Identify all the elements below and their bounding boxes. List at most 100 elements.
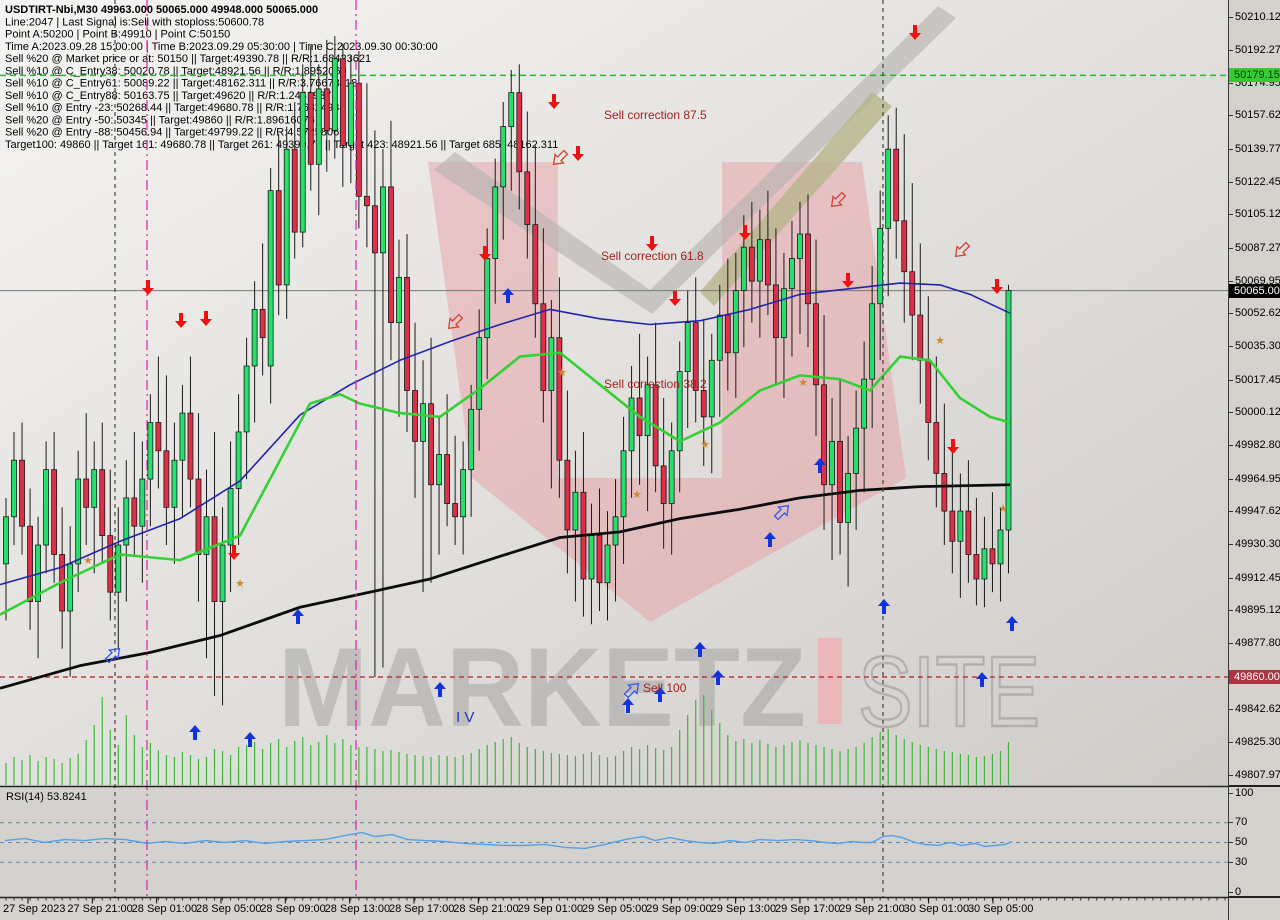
buy-arrow-icon [189, 725, 201, 740]
time-axis-label: 27 Sep 2023 [3, 903, 65, 915]
price-axis-label: 50210.125 [1229, 11, 1280, 24]
time-axis-label: 29 Sep 13:00 [711, 903, 776, 915]
price-axis-label: 49877.800 [1229, 637, 1280, 650]
moving-averages [0, 282, 1011, 690]
hollow-buy-arrow-icon [773, 504, 790, 521]
sell-arrow-icon [646, 236, 658, 251]
sell-arrow-icon [739, 225, 751, 240]
star-icon: ★ [83, 555, 93, 567]
hollow-sell-arrow-icon [830, 191, 847, 208]
rsi-pane: RSI(14) 53.8241 [0, 791, 1228, 863]
rsi-scale-label: 100 [1228, 786, 1254, 799]
hollow-sell-arrow-icon [447, 313, 464, 330]
sell-arrow-icon [142, 280, 154, 295]
price-level-box: 50065.000 [1229, 283, 1280, 298]
buy-arrow-icon [502, 288, 514, 303]
time-axis-label: 28 Sep 09:00 [260, 903, 325, 915]
horizontal-ref-lines [0, 74, 1228, 678]
buy-arrow-icon [292, 609, 304, 624]
signal-markers: ★ ★ ★ ★ ★ ★ ★ ★ [83, 25, 1018, 747]
price-axis-label: 50035.300 [1229, 340, 1280, 353]
time-axis-label: 30 Sep 05:00 [968, 903, 1033, 915]
price-axis-label: 50000.125 [1229, 406, 1280, 419]
sell-arrow-icon [947, 439, 959, 454]
rsi-scale-label: 50 [1228, 836, 1248, 848]
brand-watermark: MARKETZ SITE [278, 625, 1041, 750]
watermark-right-text: SITE [858, 636, 1040, 748]
price-axis-label: 49930.300 [1229, 538, 1280, 551]
buy-arrow-icon [244, 732, 256, 747]
svg-text:Point A:50200 | Point B:49910: Point A:50200 | Point B:49910 | Point C:… [5, 29, 230, 41]
time-axis-label: 30 Sep 01:00 [904, 903, 969, 915]
buy-arrow-icon [622, 698, 634, 713]
sell-arrow-icon [175, 313, 187, 328]
sell-arrow-icon [479, 246, 491, 261]
rsi-label: RSI(14) 53.8241 [6, 791, 87, 803]
svg-text:Target100: 49860 || Target 161: Target100: 49860 || Target 161: 49680.78… [5, 139, 558, 151]
sell-arrow-icon [669, 291, 681, 306]
sell-arrow-icon [228, 545, 240, 560]
hollow-sell-arrow-icon [954, 241, 971, 258]
annotation-text: Sell 100 [643, 681, 687, 695]
buy-arrow-icon [1006, 616, 1018, 631]
hollow-sell-arrow-icon [552, 149, 569, 166]
price-axis-label: 50017.450 [1229, 374, 1280, 387]
sell-arrow-icon [548, 94, 560, 109]
svg-text:Sell %10 @ C_Entry38: 50020.78: Sell %10 @ C_Entry38: 50020.78 || Target… [5, 65, 347, 77]
price-axis-label: 49912.450 [1229, 572, 1280, 585]
svg-text:Line:2047 | Last Signal is:Sel: Line:2047 | Last Signal is:Sell with sto… [5, 16, 264, 28]
price-axis-label: 49982.800 [1229, 439, 1280, 452]
price-axis-label: 49842.625 [1229, 703, 1280, 716]
axis-separator-rsi-time [1229, 896, 1280, 898]
svg-text:Sell %20 @ Entry -88: 50456.94: Sell %20 @ Entry -88: 50456.94 || Target… [5, 127, 345, 139]
star-icon: ★ [798, 377, 808, 389]
price-axis-label: 49825.300 [1229, 736, 1280, 749]
svg-text:Sell %10 @ Entry -23: 50268.44: Sell %10 @ Entry -23: 50268.44 || Target… [5, 102, 345, 114]
rsi-scale-label: 0 [1228, 885, 1242, 898]
pane-borders [0, 785, 1228, 899]
vertical-ref-lines [114, 0, 884, 897]
sell-arrow-icon [842, 273, 854, 288]
time-axis-label: 29 Sep 17:00 [775, 903, 840, 915]
star-icon: ★ [935, 335, 945, 347]
hollow-buy-arrow-icon [104, 647, 121, 664]
buy-arrow-icon [712, 670, 724, 685]
hollow-buy-arrow-icon [623, 682, 640, 699]
rsi-scale-label: 30 [1228, 855, 1248, 868]
price-axis-label: 50157.625 [1229, 109, 1280, 122]
axis-separator-main-rsi [1229, 785, 1280, 787]
annotation-text: Sell correction 38.2 [604, 377, 707, 391]
price-axis-label: 50052.625 [1229, 307, 1280, 320]
buy-arrow-icon [434, 682, 446, 697]
svg-text:Sell %10 @ C_Entry61: 50089.22: Sell %10 @ C_Entry61: 50089.22 || Target… [5, 78, 357, 90]
watermark-left-text: MARKETZ [278, 625, 806, 750]
star-icon: ★ [632, 489, 642, 501]
buy-arrow-icon [814, 458, 826, 473]
rsi-scale-label: 70 [1228, 816, 1248, 829]
annotation-text: I V [456, 709, 474, 726]
svg-text:Sell %20 @ Entry -50: 50345 ||: Sell %20 @ Entry -50: 50345 || Target:49… [5, 114, 315, 126]
header-info-text: USDTIRT-Nbi,M30 49963.000 50065.000 4994… [5, 4, 558, 151]
price-axis-label: 50087.275 [1229, 242, 1280, 255]
chart-layers: USDTIRT-Nbi,M30 49963.000 50065.000 4994… [0, 0, 1228, 915]
time-axis-label: 28 Sep 05:00 [196, 903, 261, 915]
ma-green-line [0, 351, 1011, 616]
sell-arrow-icon [572, 146, 584, 161]
time-axis-label: 28 Sep 21:00 [453, 903, 518, 915]
volume-histogram [5, 695, 1010, 785]
price-level-box: 49860.000 [1229, 669, 1280, 684]
price-level-box: 50179.158 [1229, 68, 1280, 83]
time-axis-label: 29 Sep 01:00 [518, 903, 583, 915]
price-axis-label: 49895.125 [1229, 604, 1280, 617]
chart-canvas[interactable]: MARKETZ SITE USDTIRT-Nbi,M30 49963.000 5… [0, 0, 1228, 920]
time-axis-label: 29 Sep 21:00 [839, 903, 904, 915]
time-axis-bg [0, 898, 1228, 920]
time-axis-label: 28 Sep 01:00 [132, 903, 197, 915]
background-art [428, 6, 956, 622]
price-axis-label: 50105.125 [1229, 208, 1280, 221]
price-axis[interactable]: 50210.12550192.27550174.95050157.6255013… [1228, 0, 1280, 920]
watermark-accent-bar [818, 638, 842, 724]
time-axis-label: 29 Sep 05:00 [582, 903, 647, 915]
time-axis-label: 29 Sep 09:00 [646, 903, 711, 915]
